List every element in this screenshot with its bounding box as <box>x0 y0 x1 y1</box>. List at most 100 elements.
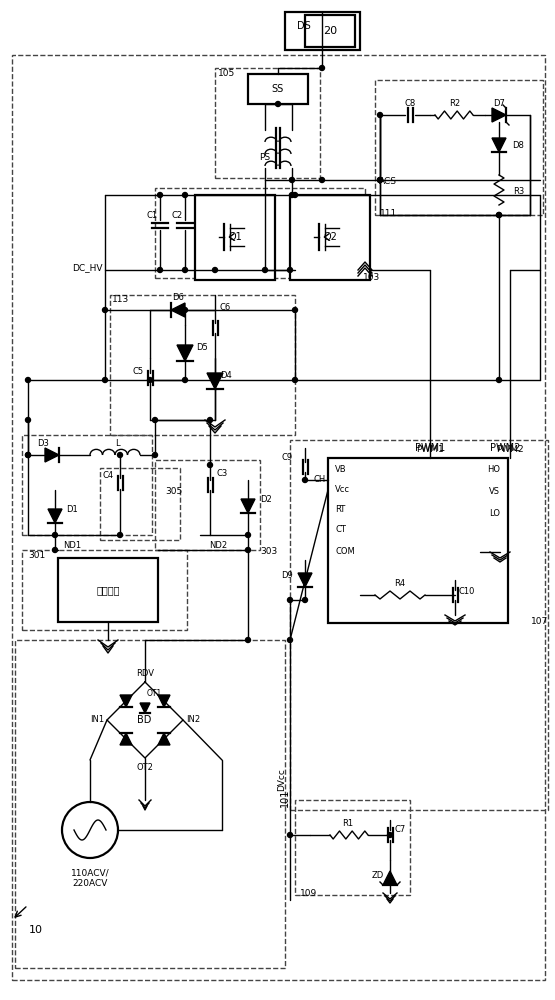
Circle shape <box>153 452 158 458</box>
Text: 111: 111 <box>380 209 397 218</box>
Circle shape <box>158 192 163 198</box>
Text: 101: 101 <box>280 789 290 807</box>
Circle shape <box>183 267 188 272</box>
Bar <box>295 800 410 895</box>
Text: C4: C4 <box>103 472 114 481</box>
Text: 切换未来: 切换未来 <box>96 585 120 595</box>
Circle shape <box>158 267 163 272</box>
Circle shape <box>208 462 213 468</box>
Text: ZD: ZD <box>372 871 384 880</box>
Circle shape <box>213 377 218 382</box>
Circle shape <box>103 377 108 382</box>
Bar <box>155 188 365 278</box>
Text: 305: 305 <box>165 488 182 496</box>
Text: D1: D1 <box>66 506 78 514</box>
Bar <box>22 550 187 630</box>
Circle shape <box>320 178 325 182</box>
Text: RT: RT <box>335 506 345 514</box>
Bar <box>328 458 508 623</box>
Text: IN2: IN2 <box>186 716 200 724</box>
Text: 10: 10 <box>29 925 43 935</box>
Circle shape <box>245 548 250 552</box>
Text: IN1: IN1 <box>90 716 104 724</box>
Text: D6: D6 <box>172 294 184 302</box>
Text: D2: D2 <box>260 495 272 504</box>
Circle shape <box>118 532 123 538</box>
Circle shape <box>26 377 31 382</box>
Text: OT1: OT1 <box>147 690 162 698</box>
Circle shape <box>497 213 502 218</box>
Text: Vcc: Vcc <box>335 486 350 494</box>
Text: HO: HO <box>487 466 500 475</box>
Circle shape <box>290 178 295 182</box>
Polygon shape <box>140 703 150 713</box>
Polygon shape <box>298 573 312 587</box>
Polygon shape <box>158 695 170 707</box>
Polygon shape <box>492 108 506 122</box>
Polygon shape <box>241 499 255 513</box>
Text: C9: C9 <box>282 454 293 462</box>
Text: VS: VS <box>489 488 500 496</box>
Text: C8: C8 <box>405 99 416 107</box>
Text: C1: C1 <box>147 211 158 220</box>
Text: DVcc: DVcc <box>278 769 286 791</box>
Circle shape <box>183 308 188 312</box>
Polygon shape <box>48 509 62 523</box>
Circle shape <box>53 532 58 538</box>
Text: PWM2: PWM2 <box>496 446 524 454</box>
Text: PWM1: PWM1 <box>415 443 445 453</box>
Text: D9: D9 <box>281 570 293 580</box>
Circle shape <box>302 597 307 602</box>
Polygon shape <box>492 138 506 152</box>
Bar <box>195 195 275 280</box>
Bar <box>110 295 295 435</box>
Text: COM: COM <box>335 548 355 556</box>
Polygon shape <box>177 345 193 361</box>
Text: ND2: ND2 <box>209 540 227 550</box>
Text: 105: 105 <box>218 70 235 79</box>
Text: 103: 103 <box>363 273 380 282</box>
Text: D4: D4 <box>220 370 232 379</box>
Text: C2: C2 <box>171 211 183 220</box>
Polygon shape <box>383 871 397 885</box>
Circle shape <box>183 192 188 198</box>
Text: C3: C3 <box>216 470 228 479</box>
Circle shape <box>148 377 153 382</box>
Bar <box>305 15 355 47</box>
Circle shape <box>377 112 382 117</box>
Bar <box>375 80 543 215</box>
Circle shape <box>287 638 292 643</box>
Text: Q2: Q2 <box>323 232 337 242</box>
Polygon shape <box>207 373 223 389</box>
Circle shape <box>183 377 188 382</box>
Bar <box>215 68 320 178</box>
Circle shape <box>287 832 292 838</box>
Circle shape <box>497 112 502 117</box>
Text: OT2: OT2 <box>137 764 153 772</box>
Bar <box>290 440 548 810</box>
Circle shape <box>275 102 280 106</box>
Polygon shape <box>45 448 59 462</box>
Polygon shape <box>171 303 185 317</box>
Circle shape <box>292 192 297 198</box>
Text: 109: 109 <box>300 888 317 898</box>
Bar <box>22 435 152 535</box>
Text: R1: R1 <box>342 818 354 828</box>
Text: RDV: RDV <box>136 668 154 678</box>
Text: BD: BD <box>137 715 152 725</box>
Circle shape <box>26 418 31 422</box>
Text: 220ACV: 220ACV <box>72 879 108 888</box>
Text: R3: R3 <box>513 188 524 196</box>
Text: Q1: Q1 <box>228 232 242 242</box>
Circle shape <box>263 267 268 272</box>
Text: D7: D7 <box>493 99 505 107</box>
Circle shape <box>302 478 307 483</box>
Text: C6: C6 <box>219 304 231 312</box>
Bar <box>15 640 285 968</box>
Bar <box>100 468 180 540</box>
Bar <box>58 558 158 622</box>
Circle shape <box>245 638 250 643</box>
Circle shape <box>103 308 108 312</box>
Text: 110ACV/: 110ACV/ <box>70 868 109 878</box>
Text: 107: 107 <box>531 617 548 626</box>
